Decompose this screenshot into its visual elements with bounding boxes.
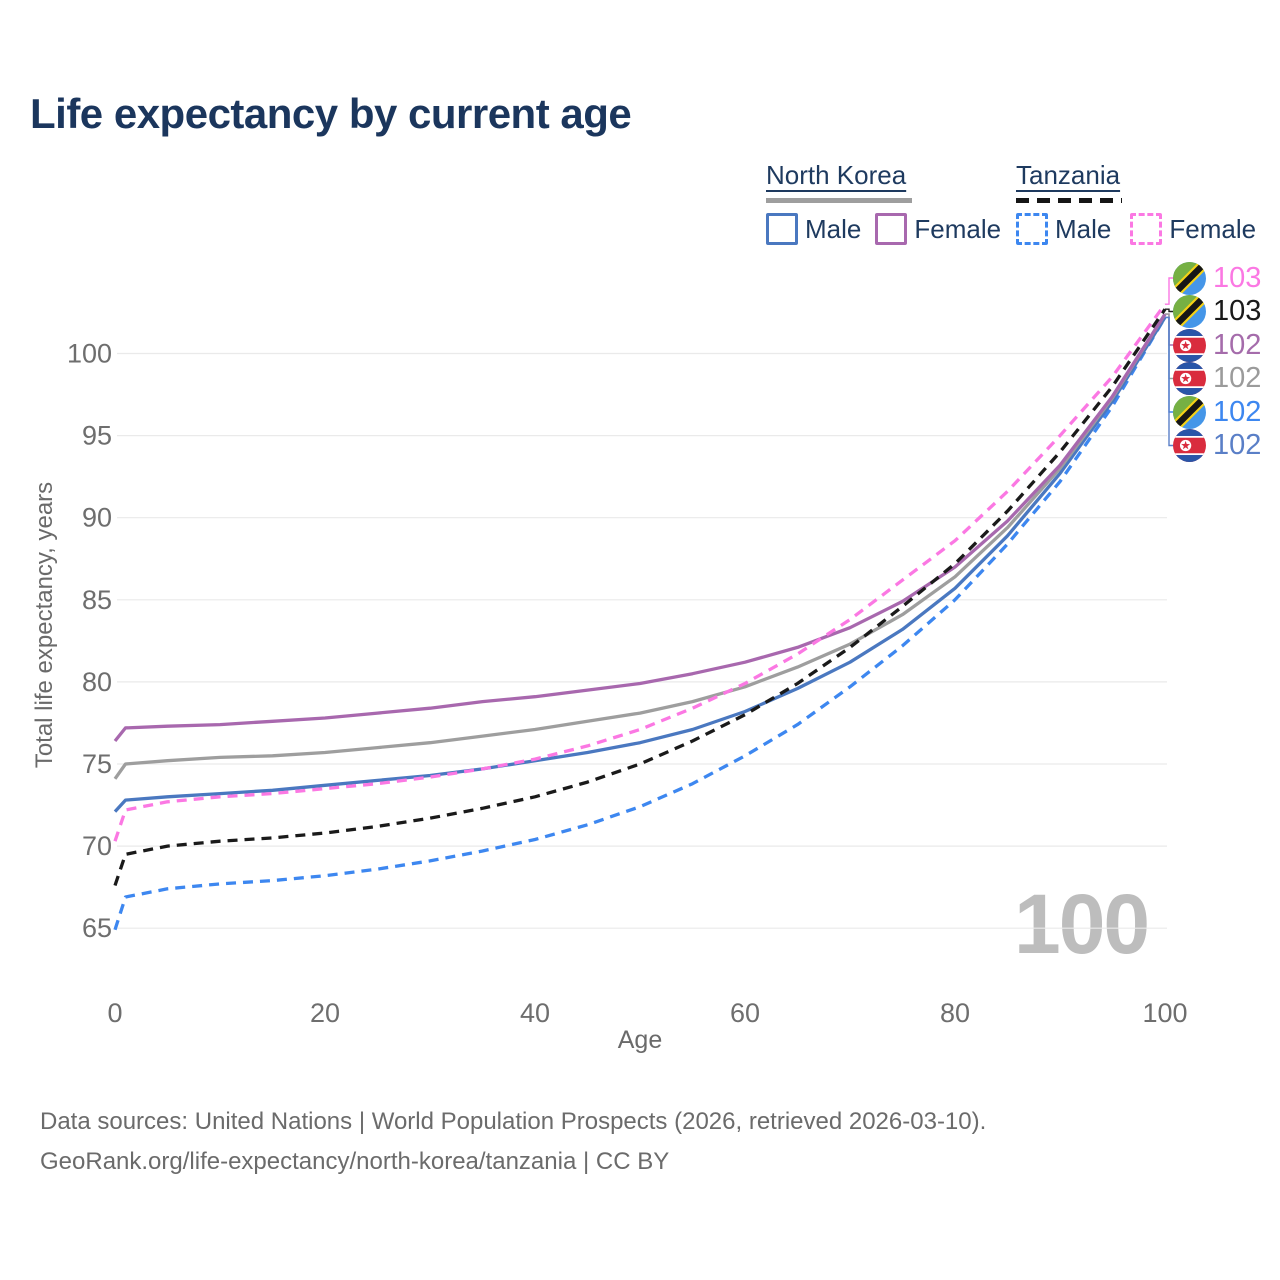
x-axis-title: Age (617, 1026, 663, 1054)
end-label-value: 103 (1213, 295, 1262, 327)
x-tick-label: 20 (310, 998, 340, 1028)
y-tick-label: 80 (82, 667, 112, 697)
x-tick-label: 100 (1142, 998, 1187, 1028)
legend-group-north-korea: North Korea Male Female (766, 160, 1001, 245)
north-korea-flag-icon (1173, 362, 1206, 395)
end-label-row: 103 (1173, 295, 1261, 329)
north-korea-flag-icon (1173, 329, 1206, 362)
y-tick-label: 85 (82, 585, 112, 615)
y-tick-label: 65 (82, 913, 112, 943)
series-line-tanzania[interactable] (113, 308, 1167, 887)
end-label-value: 102 (1213, 328, 1262, 361)
chart-canvas: 65 70 75 80 85 90 95 100 0 20 40 60 80 100 (67, 277, 1188, 1028)
watermark: 100 (1014, 877, 1150, 971)
north-korea-female-swatch[interactable] (875, 213, 908, 245)
north-korea-series-swatch[interactable] (766, 198, 912, 203)
tanzania-flag-icon (1173, 396, 1206, 429)
end-label-value: 102 (1213, 429, 1262, 461)
legend-group-tanzania: Tanzania Male Female (1016, 160, 1256, 245)
y-axis-title: Total life expectancy, years (31, 481, 58, 769)
tanzania-flag-icon (1173, 295, 1206, 328)
series-line-north-korea-female[interactable] (113, 313, 1167, 743)
north-korea-male-swatch[interactable] (766, 213, 798, 245)
series-line-north-korea[interactable] (113, 313, 1167, 780)
end-label-value: 102 (1213, 395, 1262, 428)
footer-data-sources: Data sources: United Nations | World Pop… (40, 1108, 987, 1135)
tanzania-series-swatch[interactable] (1016, 198, 1122, 203)
tanzania-female-label[interactable]: Female (1169, 213, 1257, 244)
end-label-value: 103 (1213, 261, 1262, 294)
north-korea-male-label[interactable]: Male (805, 213, 862, 244)
series-line-tanzania-male[interactable] (113, 316, 1167, 931)
end-label-row: 102 (1173, 328, 1261, 362)
tanzania-male-label[interactable]: Male (1055, 213, 1112, 244)
x-tick-label: 40 (520, 998, 550, 1028)
tanzania-male-swatch[interactable] (1016, 213, 1048, 245)
page-title: Life expectancy by current age (30, 90, 632, 137)
y-tick-label: 90 (82, 503, 112, 533)
series-line-tanzania-female[interactable] (113, 303, 1167, 842)
end-label-connector (1165, 277, 1174, 305)
footer-attribution: GeoRank.org/life-expectancy/north-korea/… (40, 1148, 670, 1175)
y-tick-label: 70 (82, 831, 112, 861)
north-korea-female-label[interactable]: Female (914, 213, 1002, 244)
legend-country-north-korea[interactable]: North Korea (766, 160, 907, 190)
y-tick-label: 95 (82, 421, 112, 451)
series-line-north-korea-male[interactable] (113, 316, 1167, 813)
y-tick-label: 75 (82, 749, 112, 779)
legend-country-tanzania[interactable]: Tanzania (1016, 160, 1121, 190)
end-label-row: 102 (1173, 395, 1261, 429)
x-tick-label: 60 (730, 998, 760, 1028)
x-tick-label: 80 (940, 998, 970, 1028)
end-label-connector (1165, 316, 1174, 447)
end-label-row: 102 (1173, 429, 1261, 463)
end-label-connector (1165, 308, 1174, 313)
end-label-value: 102 (1213, 362, 1262, 394)
end-label-row: 102 (1173, 362, 1261, 396)
end-label-row: 103 (1173, 261, 1261, 295)
tanzania-female-swatch[interactable] (1130, 213, 1163, 245)
y-tick-label: 100 (67, 339, 112, 369)
north-korea-flag-icon (1173, 429, 1206, 462)
x-tick-label: 0 (107, 998, 122, 1028)
tanzania-flag-icon (1173, 262, 1206, 295)
